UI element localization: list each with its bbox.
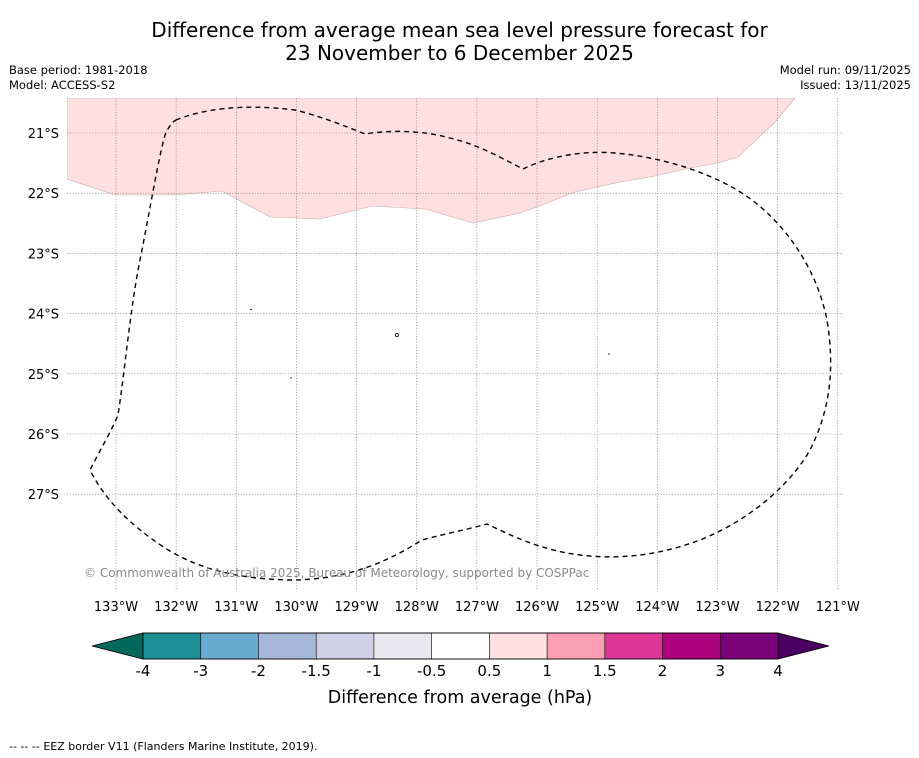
colorbar-tick-label: -2 (251, 662, 266, 680)
colorbar-segment (719, 632, 779, 660)
colorbar-segment (431, 632, 490, 660)
colorbar-tick-label: 3 (715, 662, 725, 680)
anomaly-region-0.5-1 (67, 98, 796, 224)
colorbar-tick-label: -0.5 (417, 662, 446, 680)
colorbar: -4 -3 -2 -1.5 -1 -0.5 0.5 1 1.5 2 3 4 Difference fr… (91, 632, 830, 708)
colorbar-tick-label: -1 (366, 662, 381, 680)
colorbar-tick-label: 2 (658, 662, 668, 680)
lon-label: 128°W (395, 600, 439, 615)
colorbar-extend-low (91, 632, 144, 660)
lat-label: 24°S (28, 308, 59, 323)
lat-label: 22°S (28, 187, 59, 202)
lon-label: 130°W (274, 600, 318, 615)
eez-border (89, 106, 832, 581)
legend-text: EEZ border V11 (Flanders Marine Institut… (43, 740, 318, 753)
issued-date: Issued: 13/11/2025 (800, 78, 911, 92)
colorbar-segment (604, 632, 664, 660)
colorbar-tick-label: 1.5 (593, 662, 617, 680)
colorbar-segment (662, 632, 721, 660)
colorbar-label: Difference from average (hPa) (328, 688, 593, 708)
footer-legend: -- -- -- EEZ border V11 (Flanders Marine… (9, 740, 317, 753)
lon-label: 123°W (695, 600, 739, 615)
copyright-notice: © Commonwealth of Australia 2025, Bureau… (84, 566, 589, 580)
lon-label: 122°W (756, 600, 800, 615)
lat-label: 25°S (28, 368, 59, 383)
lon-label: 126°W (515, 600, 559, 615)
lat-label: 21°S (28, 127, 59, 142)
lat-label: 23°S (28, 247, 59, 262)
lat-label: 26°S (28, 428, 59, 443)
colorbar-extend-high (777, 632, 830, 660)
lon-label: 127°W (455, 600, 499, 615)
title-line-1: Difference from average mean sea level p… (151, 18, 768, 42)
colorbar-segment (546, 632, 606, 660)
lon-label: 121°W (816, 600, 860, 615)
colorbar-segment (315, 632, 375, 660)
colorbar-tick-label: 4 (773, 662, 783, 680)
lon-label: 129°W (335, 600, 379, 615)
colorbar-tick-label: -4 (136, 662, 151, 680)
lat-label: 27°S (28, 488, 59, 503)
colorbar-segment (142, 632, 202, 660)
colorbar-tick-label: -1.5 (302, 662, 331, 680)
legend-dash-symbol: -- -- -- (9, 740, 40, 753)
lon-label: 132°W (154, 600, 198, 615)
colorbar-tick-label: 0.5 (477, 662, 501, 680)
lon-label: 131°W (214, 600, 258, 615)
lon-label: 125°W (575, 600, 619, 615)
colorbar-segment (200, 632, 260, 660)
colorbar-tick-label: -3 (193, 662, 208, 680)
islands (249, 308, 610, 379)
colorbar-segment (489, 632, 548, 660)
colorbar-segment (258, 632, 317, 660)
lon-label: 133°W (94, 600, 138, 615)
model-name: Model: ACCESS-S2 (9, 78, 116, 92)
model-run: Model run: 09/11/2025 (779, 63, 911, 77)
lon-label: 124°W (635, 600, 679, 615)
base-period: Base period: 1981-2018 (9, 63, 148, 77)
colorbar-segment (373, 632, 433, 660)
colorbar-tick-label: 1 (542, 662, 552, 680)
title-line-2: 23 November to 6 December 2025 (285, 41, 634, 65)
